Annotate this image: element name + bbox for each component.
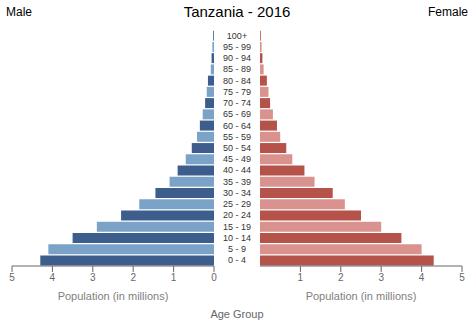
svg-text:15 - 19: 15 - 19	[223, 222, 251, 232]
svg-text:2: 2	[130, 272, 136, 283]
svg-text:4: 4	[419, 272, 425, 283]
svg-text:20 - 24: 20 - 24	[223, 210, 251, 220]
svg-text:1: 1	[171, 272, 177, 283]
svg-text:40 - 44: 40 - 44	[223, 165, 251, 175]
svg-text:65 - 69: 65 - 69	[223, 109, 251, 119]
svg-text:3: 3	[378, 272, 384, 283]
svg-text:1: 1	[298, 272, 304, 283]
svg-text:Population (in millions): Population (in millions)	[306, 290, 417, 302]
svg-text:5 - 9: 5 - 9	[228, 244, 246, 254]
svg-text:0: 0	[211, 272, 217, 283]
svg-text:Population (in millions): Population (in millions)	[58, 290, 169, 302]
html-text:Female: Female	[428, 5, 468, 19]
svg-text:5: 5	[9, 272, 15, 283]
svg-text:3: 3	[90, 272, 96, 283]
html-text:Tanzania - 2016: Tanzania - 2016	[183, 3, 291, 20]
html-text:Age Group: Age Group	[210, 308, 264, 320]
svg-text:30 - 34: 30 - 34	[223, 188, 251, 198]
svg-text:45 - 49: 45 - 49	[223, 154, 251, 164]
svg-text:55 - 59: 55 - 59	[223, 132, 251, 142]
svg-text:95 - 99: 95 - 99	[223, 42, 251, 52]
svg-text:60 - 64: 60 - 64	[223, 121, 251, 131]
svg-text:2: 2	[338, 272, 344, 283]
svg-text:50 - 54: 50 - 54	[223, 143, 251, 153]
svg-text:85 - 89: 85 - 89	[223, 64, 251, 74]
svg-text:5: 5	[459, 272, 465, 283]
svg-text:70 - 74: 70 - 74	[223, 98, 251, 108]
svg-text:35 - 39: 35 - 39	[223, 177, 251, 187]
svg-text:0 - 4: 0 - 4	[228, 255, 246, 265]
svg-text:75 - 79: 75 - 79	[223, 87, 251, 97]
svg-text:90 - 94: 90 - 94	[223, 53, 251, 63]
svg-text:80 - 84: 80 - 84	[223, 76, 251, 86]
svg-text:25 - 29: 25 - 29	[223, 199, 251, 209]
svg-text:4: 4	[50, 272, 56, 283]
svg-text:10 - 14: 10 - 14	[223, 233, 251, 243]
html-text:Male: Male	[6, 5, 32, 19]
svg-text:100+: 100+	[227, 31, 247, 41]
